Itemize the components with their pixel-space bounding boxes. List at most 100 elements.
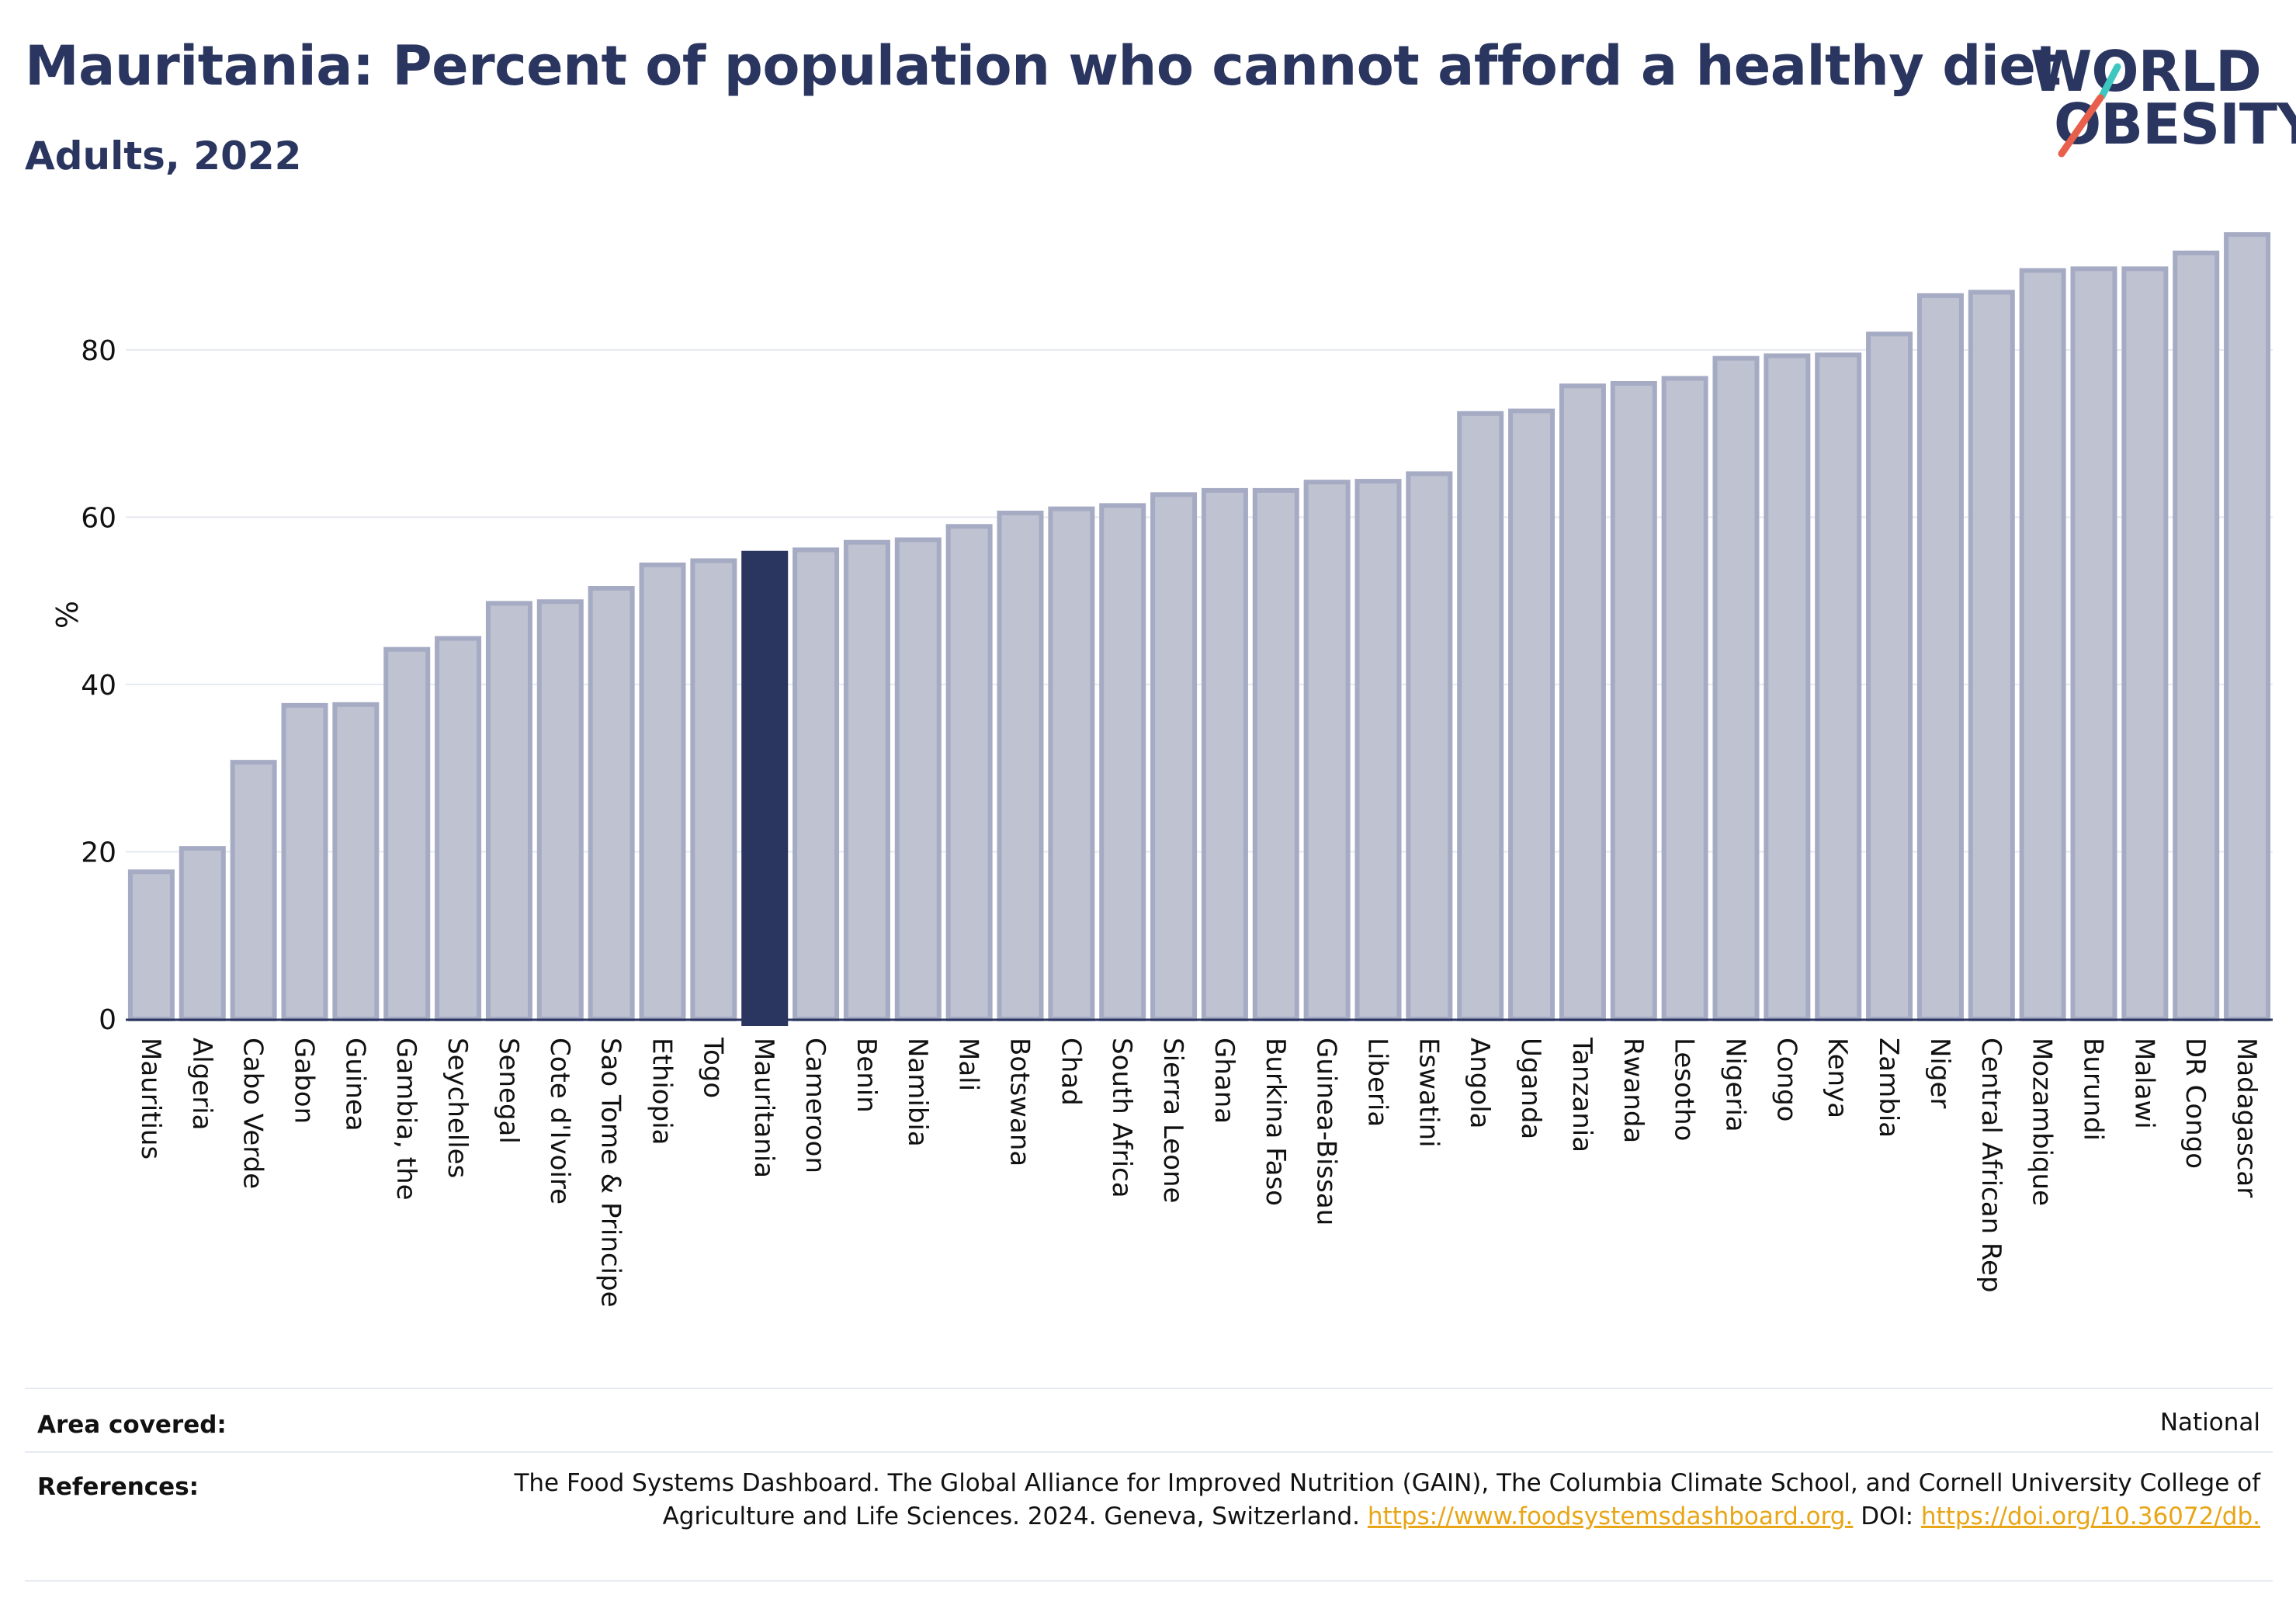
bar-cote-d-ivoire <box>536 599 584 1021</box>
x-tick-label: Uganda <box>1515 1038 1546 1139</box>
x-tick-label: Niger <box>1924 1038 1955 1108</box>
y-tick-label: 40 <box>81 670 116 702</box>
references-label: References: <box>37 1473 199 1501</box>
y-tick-label: 80 <box>81 335 116 367</box>
x-tick-label: Liberia <box>1362 1038 1393 1127</box>
x-tick-label: Lesotho <box>1669 1038 1700 1141</box>
logo-slash-icon <box>2058 63 2121 158</box>
bar-algeria <box>179 846 226 1022</box>
footer-divider-top <box>25 1388 2273 1389</box>
bar-uganda <box>1508 408 1556 1021</box>
x-tick-label: Sao Tome & Principe <box>595 1038 626 1308</box>
x-tick-label: Guinea <box>339 1038 370 1132</box>
bar-rwanda <box>1610 380 1657 1022</box>
area-covered-value: National <box>2159 1409 2260 1437</box>
bar-seychelles <box>435 636 482 1022</box>
bar-benin <box>843 539 890 1021</box>
bar-senegal <box>485 601 532 1021</box>
x-tick-label: Togo <box>697 1037 728 1098</box>
x-tick-label: Benin <box>851 1038 882 1113</box>
bar-cameroon <box>793 547 840 1021</box>
bar-cabo-verde <box>230 760 277 1021</box>
x-tick-label: Algeria <box>186 1038 217 1130</box>
x-tick-label: Eswatini <box>1413 1038 1444 1148</box>
logo-word-world: WORLD <box>2031 39 2262 104</box>
x-tick-label: Guinea-Bissau <box>1311 1038 1342 1225</box>
x-tick-label: South Africa <box>1106 1038 1137 1198</box>
x-tick-label: Tanzania <box>1566 1037 1597 1152</box>
x-tick-label: Gambia, the <box>390 1038 421 1201</box>
bar-malawi <box>2121 266 2169 1022</box>
bar-togo <box>690 558 737 1021</box>
bar-tanzania <box>1559 383 1606 1021</box>
bar-mali <box>945 524 993 1022</box>
bar-burkina-faso <box>1252 487 1299 1022</box>
x-tick-label: Seychelles <box>442 1038 473 1178</box>
bar-sierra-leone <box>1150 492 1198 1021</box>
x-tick-label: Cabo Verde <box>238 1038 269 1189</box>
x-tick-label: Zambia <box>1873 1038 1904 1138</box>
bar-eswatini <box>1406 471 1453 1021</box>
axes: 0 20 40 60 80 Mauritius Algeria Cabo Verde Gabon… <box>81 335 2273 1308</box>
dashboard-link[interactable]: https://www.foodsystemsdashboard.org. <box>1367 1502 1854 1530</box>
references-text: The Food Systems Dashboard. The Global A… <box>475 1467 2260 1534</box>
x-tick-label: Senegal <box>493 1038 524 1144</box>
bar-gabon <box>281 702 328 1022</box>
area-covered-label: Area covered: <box>37 1411 227 1439</box>
bar-dr-congo <box>2173 250 2220 1021</box>
x-tick-label: DR Congo <box>2180 1038 2211 1169</box>
bar-south-africa <box>1099 503 1146 1021</box>
world-obesity-logo: WORLD OBESITY <box>2018 22 2296 161</box>
x-tick-label: Botswana <box>1004 1038 1035 1166</box>
bar-guinea-bissau <box>1303 480 1351 1021</box>
bar-niger <box>1916 293 1964 1021</box>
x-tick-label: Angola <box>1464 1038 1495 1128</box>
y-tick-label: 0 <box>99 1004 116 1036</box>
x-tick-label: Nigeria <box>1720 1038 1751 1132</box>
x-tick-label: Gabon <box>289 1038 320 1124</box>
grid-lines <box>126 348 2273 853</box>
x-tick-label: Congo <box>1771 1038 1802 1121</box>
bar-congo <box>1764 353 1811 1021</box>
x-tick-label: Madagascar <box>2231 1038 2262 1197</box>
x-tick-label: Central African Rep <box>1975 1038 2006 1293</box>
footer-divider-bottom <box>25 1580 2273 1582</box>
x-tick-label: Cameroon <box>799 1038 831 1173</box>
y-axis-label: % <box>49 601 83 629</box>
bar-madagascar <box>2224 232 2271 1021</box>
bar-guinea <box>332 702 380 1021</box>
bar-mozambique <box>2019 268 2066 1021</box>
x-tick-label: Mozambique <box>2027 1038 2058 1206</box>
bar-gambia-the <box>383 646 431 1021</box>
bar-lesotho <box>1661 376 1708 1022</box>
x-tick-label: Kenya <box>1822 1038 1853 1118</box>
x-tick-label: Sierra Leone <box>1157 1038 1188 1203</box>
bar-namibia <box>894 537 942 1022</box>
x-tick-label: Burundi <box>2078 1038 2109 1141</box>
x-tick-label: Cote d'Ivoire <box>544 1038 575 1204</box>
y-tick-label: 60 <box>81 502 116 534</box>
bar-sao-tome-principe <box>588 586 635 1021</box>
x-tick-label: Chad <box>1055 1038 1086 1106</box>
bar-burundi <box>2070 266 2117 1022</box>
bar-chad <box>1048 506 1095 1021</box>
chart-subtitle: Adults, 2022 <box>25 133 302 178</box>
bar-zambia <box>1866 331 1913 1022</box>
references-body: The Food Systems Dashboard. The Global A… <box>514 1469 2260 1530</box>
bar-chart: 0 20 40 60 80 Mauritius Algeria Cabo Verde Gabon… <box>49 232 2273 1308</box>
bar-nigeria <box>1712 355 1760 1022</box>
bar-mauritius <box>127 869 175 1021</box>
x-tick-label: Ethiopia <box>647 1038 678 1145</box>
x-tick-label: Namibia <box>902 1038 933 1147</box>
chart-title: Mauritania: Percent of population who ca… <box>25 34 2062 98</box>
x-tick-label: Mali <box>953 1038 984 1091</box>
footer-divider-mid <box>25 1451 2273 1453</box>
x-tick-label: Malawi <box>2128 1038 2159 1129</box>
x-tick-label: Mauritania <box>748 1038 779 1178</box>
doi-label: DOI: <box>1861 1502 1914 1530</box>
doi-link[interactable]: https://doi.org/10.36072/db. <box>1920 1502 2260 1530</box>
bar-botswana <box>997 511 1044 1022</box>
bar-liberia <box>1354 479 1402 1021</box>
x-tick-label: Burkina Faso <box>1260 1038 1291 1206</box>
x-tick-label: Mauritius <box>135 1038 166 1159</box>
